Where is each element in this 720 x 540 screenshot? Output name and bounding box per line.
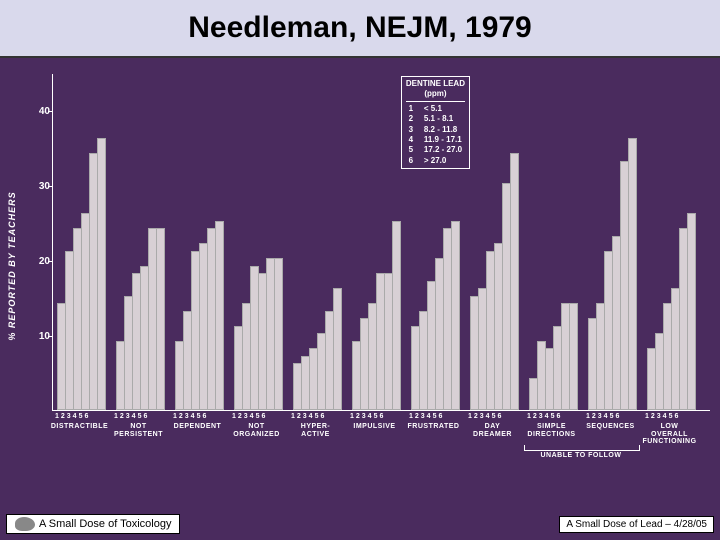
legend-range: > 27.0 xyxy=(424,156,446,166)
legend-key: 4 xyxy=(406,135,416,145)
bar xyxy=(628,138,637,410)
category-label: LOWOVERALLFUNCTIONING xyxy=(640,423,699,446)
legend-row: 6 > 27.0 xyxy=(406,156,465,166)
legend-row: 1 < 5.1 xyxy=(406,104,465,114)
bar xyxy=(392,221,401,410)
category-label: HYPER-ACTIVE xyxy=(286,423,345,438)
bar xyxy=(274,258,283,410)
legend-range: 11.9 - 17.1 xyxy=(424,135,462,145)
legend-row: 3 8.2 - 11.8 xyxy=(406,125,465,135)
chart-area: % REPORTED BY TEACHERS 10203040 123456DI… xyxy=(10,66,710,466)
x-tick-numbers: 123456 xyxy=(645,413,710,420)
page-title: Needleman, NEJM, 1979 xyxy=(188,11,532,45)
legend-range: < 5.1 xyxy=(424,104,442,114)
bracket xyxy=(524,445,640,451)
category-label: SEQUENCES xyxy=(581,423,640,431)
legend-row: 4 11.9 - 17.1 xyxy=(406,135,465,145)
y-tick-mark xyxy=(48,336,52,337)
y-axis-label: % REPORTED BY TEACHERS xyxy=(7,191,17,340)
legend-key: 6 xyxy=(406,156,416,166)
bracket-label: UNABLE TO FOLLOW xyxy=(524,452,638,460)
y-tick-mark xyxy=(48,261,52,262)
category-label: NOTORGANIZED xyxy=(227,423,286,438)
title-bar: Needleman, NEJM, 1979 xyxy=(0,0,720,58)
category-label: NOTPERSISTENT xyxy=(109,423,168,438)
footer-left-text: A Small Dose of Toxicology xyxy=(39,518,171,530)
legend-row: 5 17.2 - 27.0 xyxy=(406,145,465,155)
footer: A Small Dose of Toxicology A Small Dose … xyxy=(0,508,720,540)
footer-right-badge: A Small Dose of Lead – 4/28/05 xyxy=(559,516,714,533)
plot-region xyxy=(52,74,710,411)
legend-range: 8.2 - 11.8 xyxy=(424,125,457,135)
category-label: SIMPLEDIRECTIONS xyxy=(522,423,581,438)
category-label: IMPULSIVE xyxy=(345,423,404,431)
legend-range: 5.1 - 8.1 xyxy=(424,114,453,124)
bar xyxy=(333,288,342,410)
bar xyxy=(569,303,578,410)
category-label: DEPENDENT xyxy=(168,423,227,431)
bar xyxy=(156,228,165,410)
bar xyxy=(97,138,106,410)
category-label: FRUSTRATED xyxy=(404,423,463,431)
chart-container: % REPORTED BY TEACHERS 10203040 123456DI… xyxy=(0,58,720,496)
legend-row: 2 5.1 - 8.1 xyxy=(406,114,465,124)
footer-left-badge: A Small Dose of Toxicology xyxy=(6,514,180,534)
legend-box: DENTINE LEAD(ppm) 1 < 5.1 2 5.1 - 8.1 3 8.2 - … xyxy=(401,76,470,169)
legend-key: 1 xyxy=(406,104,416,114)
category-label: DAYDREAMER xyxy=(463,423,522,438)
y-tick-mark xyxy=(48,186,52,187)
footer-right-text: A Small Dose of Lead – 4/28/05 xyxy=(566,519,707,530)
legend-range: 17.2 - 27.0 xyxy=(424,145,462,155)
legend-key: 2 xyxy=(406,114,416,124)
legend-key: 5 xyxy=(406,145,416,155)
category-label: DISTRACTIBLE xyxy=(50,423,109,431)
bar xyxy=(451,221,460,410)
y-tick-mark xyxy=(48,111,52,112)
bar xyxy=(510,153,519,410)
bar xyxy=(687,213,696,410)
legend-key: 3 xyxy=(406,125,416,135)
legend-title: DENTINE LEAD(ppm) xyxy=(406,79,465,102)
bar xyxy=(215,221,224,410)
mouse-icon xyxy=(15,517,35,531)
